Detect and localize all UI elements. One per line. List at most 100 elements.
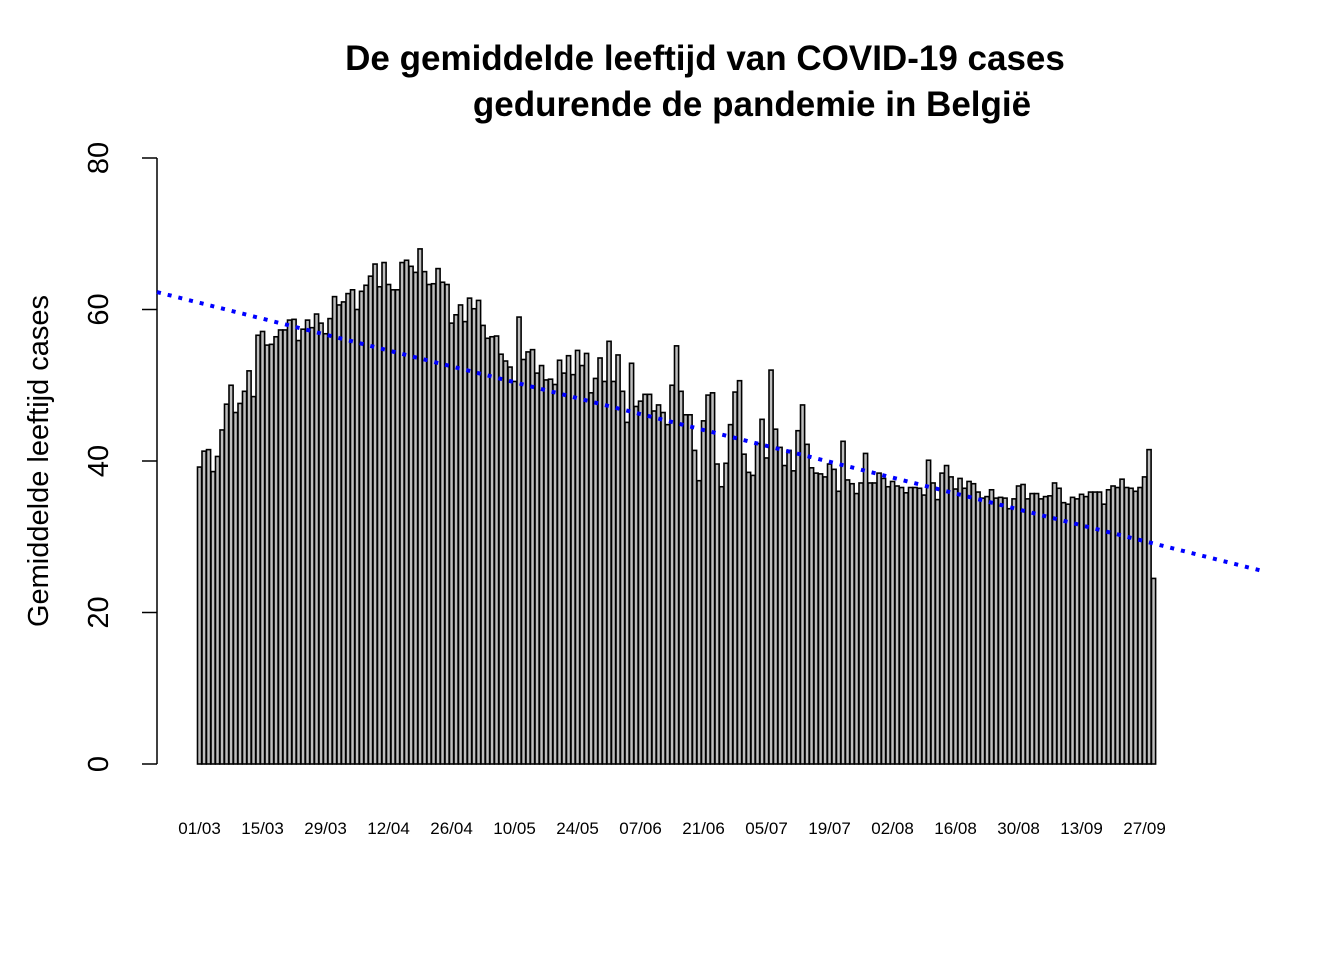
bar: [457, 304, 464, 765]
bar: [421, 270, 428, 765]
bar: [970, 482, 977, 765]
bar: [921, 494, 927, 765]
bar: [993, 497, 999, 765]
bar: [691, 449, 698, 765]
y-tick-label: 40: [83, 445, 115, 477]
bar: [903, 492, 909, 765]
bar: [754, 442, 761, 765]
bar: [804, 443, 810, 765]
bar: [777, 446, 783, 765]
bar: [979, 497, 986, 765]
x-tick-label: 19/07: [808, 819, 851, 838]
bar: [808, 467, 815, 765]
bar: [214, 455, 221, 765]
bar: [574, 349, 581, 765]
bar: [223, 403, 230, 765]
bar: [768, 369, 774, 765]
bar: [961, 487, 968, 765]
bar: [390, 289, 396, 765]
bar: [430, 282, 437, 765]
bar: [1128, 487, 1134, 765]
bar: [624, 421, 630, 765]
bar: [1006, 507, 1013, 765]
bar: [529, 348, 536, 765]
bar: [831, 468, 837, 765]
bar: [673, 345, 680, 765]
bar: [682, 413, 689, 765]
bar: [1146, 448, 1152, 765]
bar: [309, 326, 315, 765]
bar: [579, 364, 585, 765]
bar: [583, 352, 590, 765]
bar: [1011, 498, 1017, 765]
bar: [561, 372, 567, 765]
bar: [385, 283, 392, 765]
y-tick-label: 0: [83, 756, 115, 772]
bar: [498, 353, 504, 765]
bar: [511, 380, 518, 765]
bar: [705, 394, 711, 765]
bar: [813, 472, 819, 765]
bar: [273, 335, 279, 765]
bar: [336, 304, 342, 765]
bar: [417, 248, 423, 765]
bar: [871, 482, 878, 765]
bar: [696, 479, 702, 765]
bar: [520, 358, 527, 765]
bar: [727, 423, 734, 765]
bar: [822, 476, 828, 765]
bar: [466, 297, 473, 765]
bar: [277, 329, 284, 765]
bar: [426, 283, 432, 765]
bar: [880, 477, 887, 765]
bar: [628, 362, 635, 765]
bar: [372, 263, 378, 765]
bar: [642, 393, 648, 765]
bar: [745, 471, 752, 765]
x-tick-label: 02/08: [871, 819, 914, 838]
bar: [646, 393, 653, 765]
bar: [237, 402, 243, 765]
bar: [534, 372, 540, 765]
bar: [664, 423, 671, 765]
bar: [984, 495, 990, 765]
y-axis: 0 20 40 60 80: [83, 142, 158, 772]
bar: [898, 486, 905, 765]
bar: [381, 261, 387, 765]
bar: [228, 384, 234, 765]
bar: [1002, 497, 1008, 765]
bar: [1137, 486, 1143, 765]
bar: [552, 383, 558, 765]
bar: [1029, 492, 1035, 765]
bar: [1060, 501, 1067, 765]
bar: [1020, 483, 1026, 765]
bar: [939, 472, 945, 765]
bar: [741, 453, 747, 765]
bar: [687, 413, 693, 765]
bar: [610, 380, 617, 765]
bar: [1087, 491, 1094, 765]
bar: [736, 379, 743, 765]
bar: [358, 290, 365, 765]
bar: [439, 281, 446, 765]
bar: [1101, 503, 1107, 765]
bar: [862, 452, 869, 765]
bar: [435, 267, 441, 765]
bar: [957, 477, 963, 765]
y-tick-label: 20: [83, 596, 115, 628]
bar: [1056, 487, 1062, 765]
bar: [637, 400, 644, 765]
bar: [241, 390, 248, 765]
bar: [543, 379, 549, 765]
bar: [795, 429, 801, 765]
bar: [966, 480, 972, 765]
bar: [196, 466, 203, 765]
bar: [835, 490, 842, 765]
bar: [1114, 486, 1121, 765]
bar: [885, 485, 891, 765]
bar: [723, 462, 729, 765]
bar: [678, 390, 684, 765]
bar: [210, 470, 216, 765]
bar: [291, 318, 297, 765]
